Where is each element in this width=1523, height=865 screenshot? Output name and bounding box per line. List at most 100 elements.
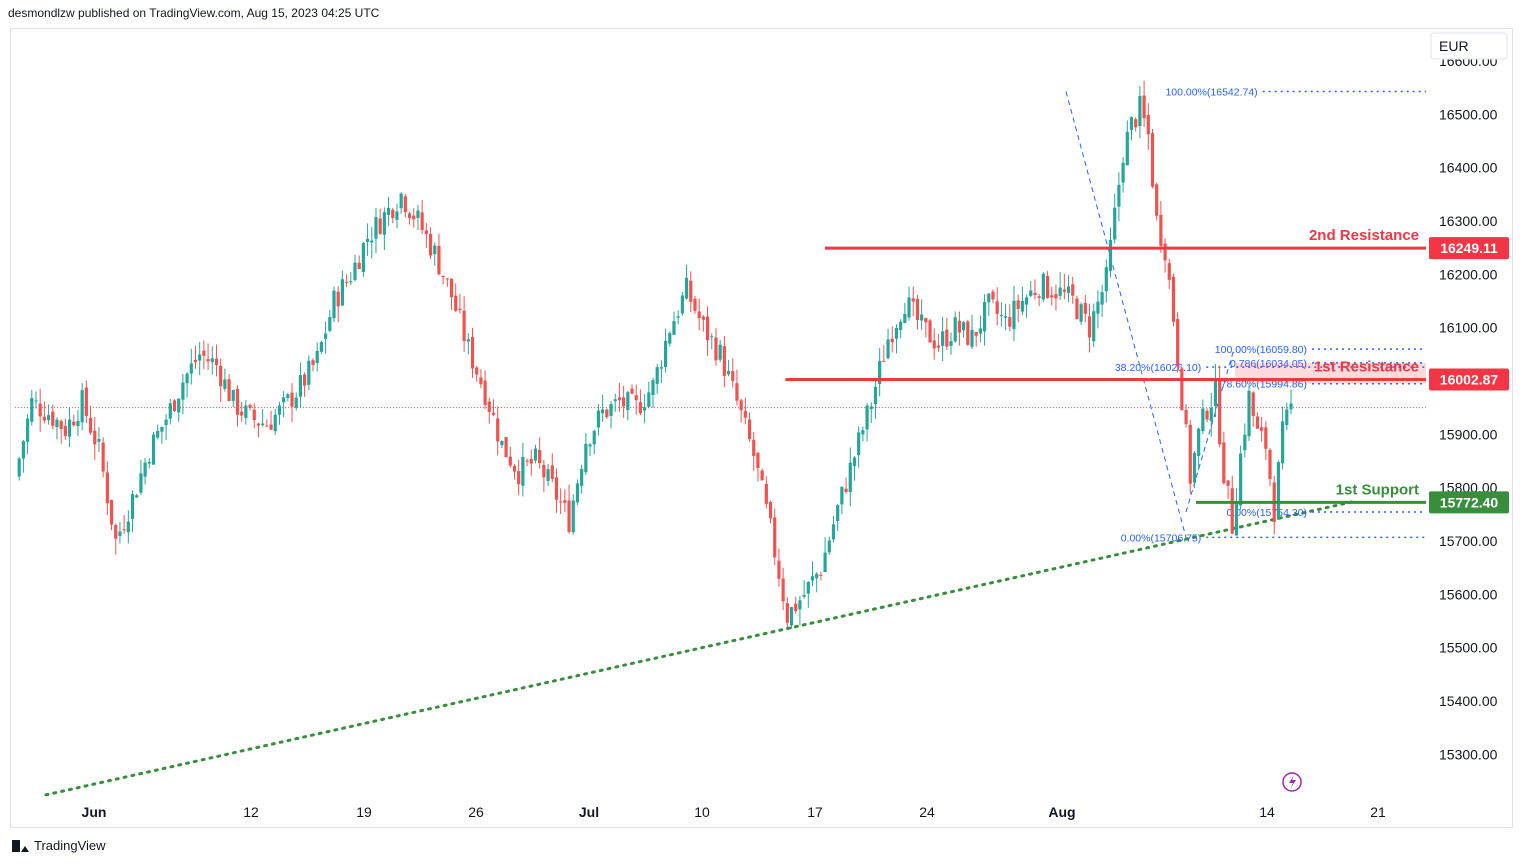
candle-body xyxy=(46,415,51,421)
candle-body xyxy=(1003,316,1008,318)
trendline-segment xyxy=(44,499,1358,797)
candlestick-chart[interactable]: 15300.00 15400.00 15500.00 15600.00 15700.00… xyxy=(11,29,1512,827)
candle-body xyxy=(512,465,517,472)
candle-body xyxy=(1171,276,1176,322)
candle-body xyxy=(1268,449,1272,480)
level-name: 2nd Resistance xyxy=(1309,227,1419,244)
candle-body xyxy=(852,457,857,466)
candle-body xyxy=(361,243,365,272)
support-resistance-levels[interactable]: 2nd Resistance 16249.11 1st Resistance 1600… xyxy=(785,227,1509,514)
candle-body xyxy=(655,367,659,384)
candle-body xyxy=(1205,410,1209,420)
level-price-tag xyxy=(1429,368,1509,391)
candle-body xyxy=(391,209,395,218)
fibonacci-retracements[interactable]: 100.00%(16542.74) 38.20%(16026.10) 0.00%(1… xyxy=(1065,87,1426,545)
candle-body xyxy=(684,277,689,299)
candle-body xyxy=(135,495,139,498)
candle-body xyxy=(227,379,231,401)
candle-body xyxy=(420,212,424,230)
candle-body xyxy=(139,473,143,493)
candle-body xyxy=(1037,296,1041,298)
candle-body xyxy=(395,211,399,220)
candle-body xyxy=(806,582,810,594)
candle-body xyxy=(428,233,433,256)
candle-body xyxy=(840,486,844,505)
candle-body xyxy=(815,573,819,579)
level-name: 1st Resistance xyxy=(1314,358,1419,375)
candle-body xyxy=(647,392,651,407)
candle-body xyxy=(903,314,907,323)
candle-body xyxy=(38,403,42,417)
candle-body xyxy=(374,217,378,239)
candle-body xyxy=(680,295,684,314)
candle-body xyxy=(466,339,470,342)
candle-body xyxy=(25,418,30,442)
level-price-tag xyxy=(1429,237,1509,260)
candle-body xyxy=(441,275,445,278)
footer: TradingView xyxy=(12,838,106,853)
candle-body xyxy=(42,416,46,421)
candle-body xyxy=(1285,409,1289,426)
candle-body xyxy=(781,578,785,602)
candle-body xyxy=(1012,300,1016,329)
price-tick-label: 15400.00 xyxy=(1439,693,1498,709)
candle-body xyxy=(953,317,957,342)
candle-body xyxy=(1197,428,1201,456)
candle-body xyxy=(1201,408,1205,432)
candle-body xyxy=(1008,317,1012,327)
candle-body xyxy=(789,607,794,626)
candle-body xyxy=(609,404,613,416)
candle-body xyxy=(328,317,332,331)
candle-body xyxy=(206,358,210,362)
candle-body xyxy=(126,521,130,533)
candle-body xyxy=(248,405,252,408)
candle-body xyxy=(1062,289,1066,292)
candle-body xyxy=(122,529,126,531)
candle-body xyxy=(1251,392,1255,416)
candle-body xyxy=(210,358,214,363)
candle-body xyxy=(861,430,865,435)
candle-body xyxy=(1192,452,1197,483)
candle-body xyxy=(1180,368,1184,411)
candle-body xyxy=(1020,300,1024,312)
price-tick-label: 15300.00 xyxy=(1439,746,1498,762)
price-tick-label: 15900.00 xyxy=(1439,426,1498,442)
candle-body xyxy=(407,213,412,218)
price-axis[interactable]: 15300.00 15400.00 15500.00 15600.00 15700.00… xyxy=(1439,53,1498,762)
candle-body xyxy=(244,405,248,418)
candle-body xyxy=(223,379,227,389)
candle-body xyxy=(613,399,617,402)
candle-body xyxy=(114,524,118,539)
candle-body xyxy=(827,540,831,553)
time-tick-label: Jun xyxy=(82,804,107,820)
candle-body xyxy=(982,302,987,332)
price-tick-label: 16500.00 xyxy=(1439,106,1498,122)
candle-body xyxy=(1142,95,1146,119)
candle-body xyxy=(252,409,256,421)
candle-body xyxy=(416,210,420,219)
candle-body xyxy=(1096,301,1100,314)
chart-frame[interactable]: 15300.00 15400.00 15500.00 15600.00 15700.00… xyxy=(10,28,1513,828)
candle-body xyxy=(1092,311,1096,342)
candle-body xyxy=(1071,284,1075,296)
ascending-trendline[interactable] xyxy=(15,407,1426,797)
candle-body xyxy=(542,464,546,478)
candle-body xyxy=(84,387,88,416)
candle-body xyxy=(168,403,172,419)
candle-body xyxy=(231,390,235,401)
candle-body xyxy=(735,383,739,401)
fib-level-label: 78.60%(15994.86) xyxy=(1221,379,1307,391)
candle-body xyxy=(269,424,273,430)
candle-body xyxy=(1054,294,1058,299)
time-axis[interactable]: Jun 12 19 26 Jul 10 17 24 Aug 14 21 xyxy=(82,804,1386,820)
candle-body xyxy=(143,462,147,477)
candle-body xyxy=(768,501,773,519)
candle-body xyxy=(1222,442,1226,484)
currency-badge[interactable]: EUR xyxy=(1430,32,1508,60)
candle-body xyxy=(21,441,25,459)
candle-body xyxy=(1176,319,1180,367)
bolt-icon[interactable] xyxy=(1282,772,1302,792)
candle-body xyxy=(693,298,697,311)
publisher-header: desmondlzw published on TradingView.com,… xyxy=(8,6,380,20)
candle-body xyxy=(718,344,722,360)
